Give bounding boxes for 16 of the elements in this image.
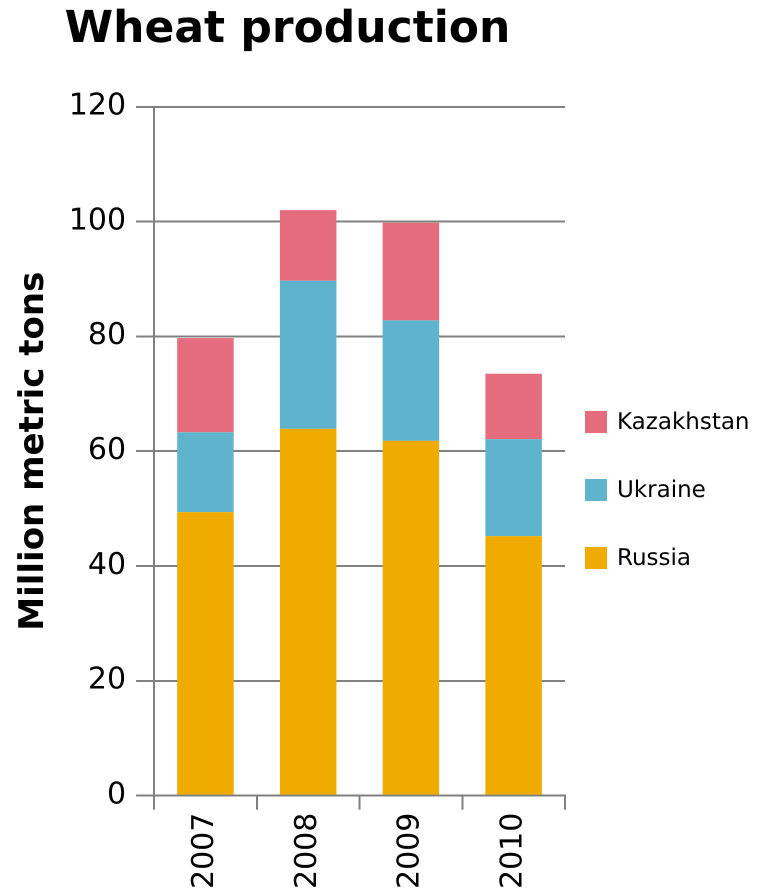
y-tick-label: 60: [88, 432, 126, 468]
y-tick-label: 0: [106, 776, 126, 812]
x-tick-label: 2009: [392, 812, 427, 890]
x-tick-label: 2007: [186, 812, 222, 890]
x-tick-label: 2008: [288, 812, 324, 890]
x-tick-label: 2010: [494, 812, 530, 890]
chart-title: Wheat production: [64, 2, 510, 53]
y-tick-label: 80: [88, 317, 126, 352]
legend-label: Ukraine: [617, 477, 706, 503]
y-tick-label: 120: [68, 88, 126, 123]
y-tick-label: 20: [88, 662, 126, 697]
y-tick-label: 40: [88, 546, 126, 582]
legend-label: Kazakhstan: [617, 409, 750, 435]
y-axis-title: Million metric tons: [12, 272, 52, 631]
y-tick-label: 100: [68, 202, 126, 238]
legend-label: Russia: [617, 545, 691, 571]
